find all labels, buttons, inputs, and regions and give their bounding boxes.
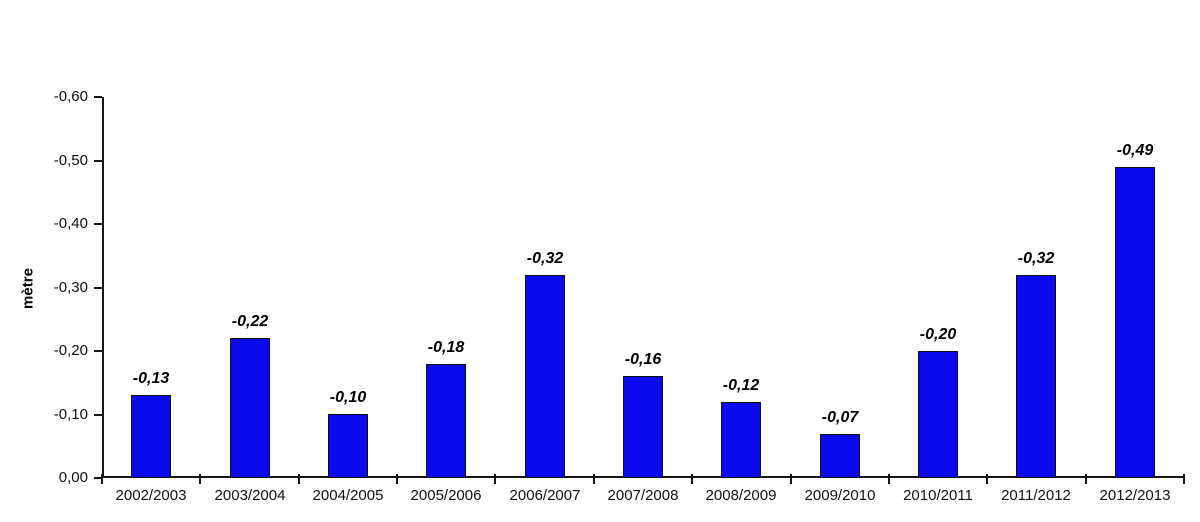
x-axis-tick <box>1084 474 1087 484</box>
x-axis-category-label: 2007/2008 <box>607 487 679 504</box>
x-axis-category-label: 2009/2010 <box>804 487 876 504</box>
y-axis-tick-label: -0,40 <box>53 215 88 232</box>
y-axis-tick <box>94 477 102 479</box>
bar-value-label: -0,22 <box>231 313 269 330</box>
bar-value-label: -0,32 <box>526 250 564 267</box>
y-axis-tick <box>94 413 102 416</box>
bar-2002/2003 <box>131 395 171 478</box>
y-axis-tick <box>94 96 102 98</box>
x-axis-category-label: 2003/2004 <box>214 487 286 504</box>
x-axis-category-label: 2002/2003 <box>115 487 187 504</box>
bar-2010/2011 <box>918 351 958 478</box>
x-axis-tick <box>1183 474 1185 484</box>
bar-value-label: -0,13 <box>132 370 170 387</box>
x-axis-category-label: 2005/2006 <box>410 487 482 504</box>
bar-value-label: -0,20 <box>919 326 957 343</box>
bar-value-label: -0,07 <box>821 409 859 426</box>
bar-value-label: -0,16 <box>624 351 662 368</box>
y-axis-tick <box>94 286 102 289</box>
x-axis-category-label: 2004/2005 <box>312 487 384 504</box>
bar-value-label: -0,12 <box>722 377 760 394</box>
bar-value-label: -0,49 <box>1116 142 1154 159</box>
bar-2009/2010 <box>820 434 860 478</box>
y-axis-tick <box>94 159 102 162</box>
bar-2006/2007 <box>525 275 565 478</box>
bar-2008/2009 <box>721 402 761 478</box>
y-axis-tick-label: -0,50 <box>53 151 88 169</box>
y-axis-tick-label: -0,30 <box>53 278 88 296</box>
y-axis-title: mètre <box>19 268 37 309</box>
bar-2005/2006 <box>426 364 466 478</box>
y-axis-tick-label: -0,10 <box>53 405 88 423</box>
x-axis-category-label: 2011/2012 <box>1001 487 1071 504</box>
bar-2007/2008 <box>623 376 663 478</box>
y-axis-tick <box>94 350 102 352</box>
x-axis-tick <box>789 474 792 484</box>
bar-2012/2013 <box>1115 167 1155 478</box>
bar-value-label: -0,10 <box>329 389 367 406</box>
bar-2003/2004 <box>230 338 270 478</box>
x-axis-category-label: 2006/2007 <box>509 487 581 504</box>
bar-value-label: -0,18 <box>427 339 465 356</box>
y-axis-tick <box>94 223 102 225</box>
x-axis-tick <box>592 474 595 484</box>
x-axis-tick <box>101 474 103 484</box>
x-axis-tick <box>887 474 890 484</box>
x-axis-tick <box>199 474 202 484</box>
bar-2011/2012 <box>1016 275 1056 478</box>
bar-2004/2005 <box>328 414 368 478</box>
y-axis-tick-label: -0,20 <box>53 342 88 359</box>
x-axis-tick <box>297 474 300 484</box>
x-axis-category-label: 2008/2009 <box>705 487 777 504</box>
x-axis-tick <box>691 474 694 484</box>
x-axis-tick <box>986 474 989 484</box>
y-axis-tick-label: -0,60 <box>53 88 88 105</box>
x-axis-category-label: 2012/2013 <box>1099 487 1171 504</box>
x-axis-tick <box>494 474 497 484</box>
y-axis-tick-label: 0,00 <box>58 469 88 486</box>
bar-value-label: -0,32 <box>1017 250 1055 267</box>
x-axis-tick <box>396 474 399 484</box>
x-axis-category-label: 2010/2011 <box>903 487 973 504</box>
